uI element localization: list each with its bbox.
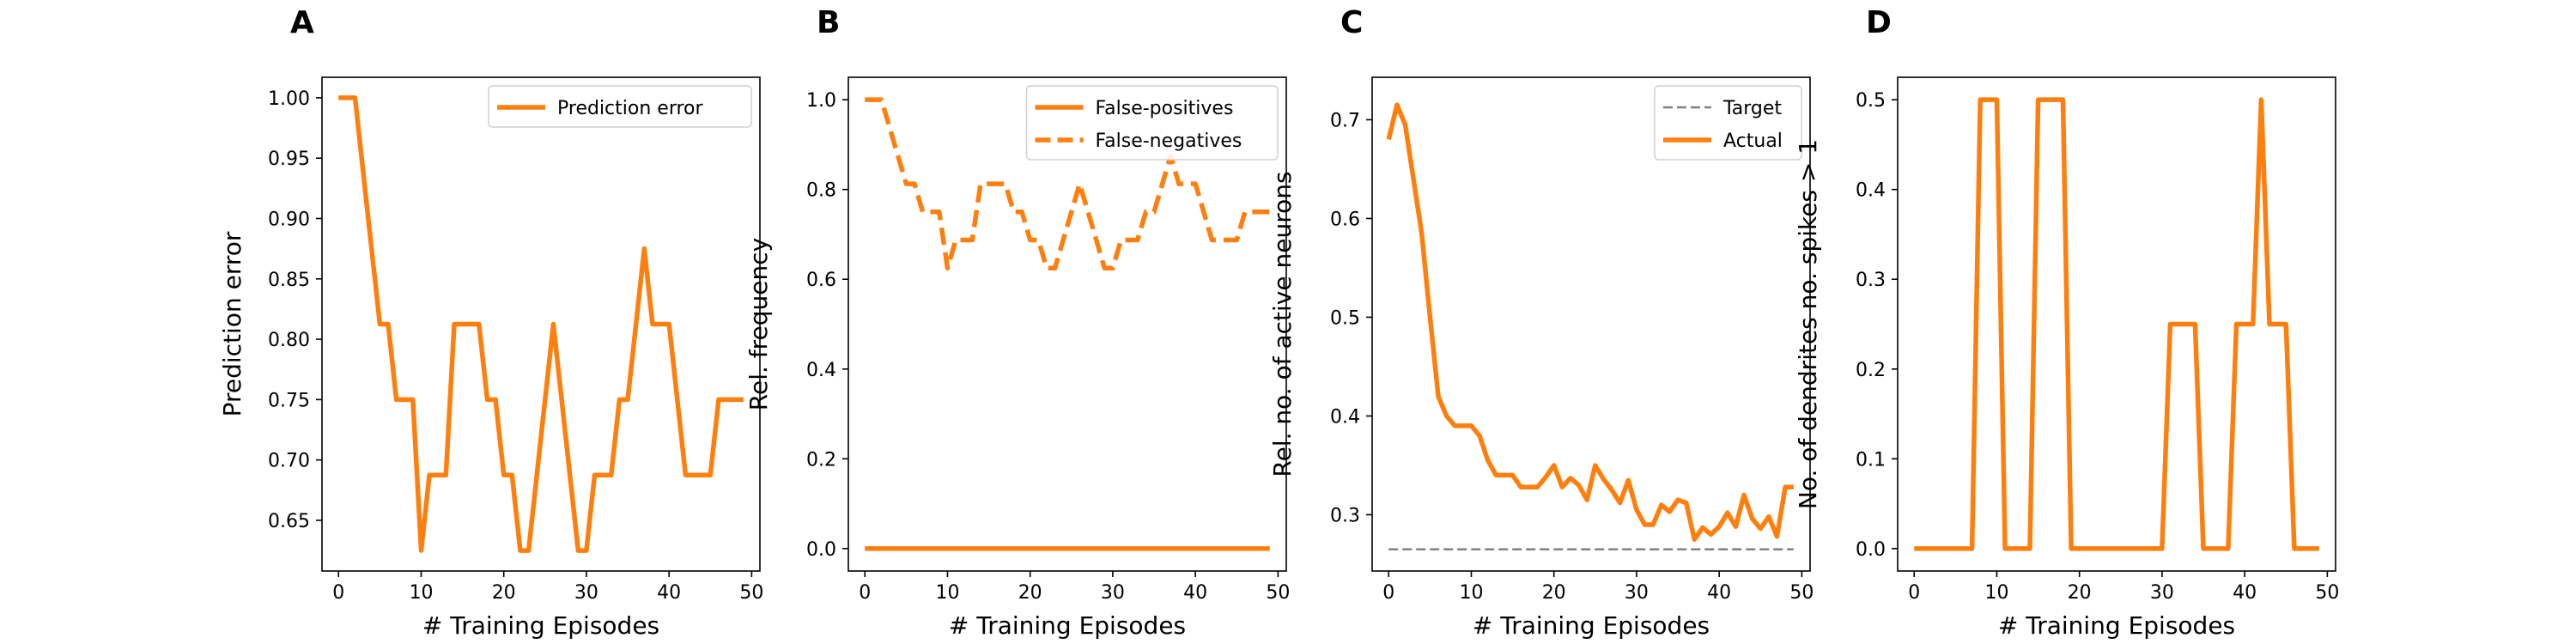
legend-label: Actual xyxy=(1723,131,1783,152)
legend-label: False-positives xyxy=(1096,98,1234,119)
y-tick-label: 0.0 xyxy=(1856,539,1886,561)
y-tick-label: 0.8 xyxy=(806,180,836,202)
panel-a: A 0 10 20 30 40 50 0.65 0.70 0.75 0.80 0.85 0.90 0.95… xyxy=(218,5,763,640)
y-tick-label: 1.0 xyxy=(806,90,836,112)
axes-frame xyxy=(848,76,1287,572)
panel-c: C 0 10 20 30 40 50 0.3 0.4 0.5 0.6 0.7 # Training Ep… xyxy=(1268,5,1814,640)
x-tick-label: 0 xyxy=(332,582,344,604)
x-axis-label: # Training Episodes xyxy=(1998,611,2235,640)
x-tick-label: 10 xyxy=(1984,582,2008,604)
y-tick-label: 0.85 xyxy=(268,270,310,291)
y-tick-label: 0.1 xyxy=(1856,449,1886,471)
x-tick-label: 30 xyxy=(2150,582,2174,604)
panel-letter: D xyxy=(1866,5,1892,40)
x-tick-label: 40 xyxy=(657,582,681,604)
x-tick-label: 20 xyxy=(1018,582,1042,604)
y-tick-label: 0.2 xyxy=(806,449,836,471)
y-tick-label: 0.5 xyxy=(1856,90,1886,112)
y-tick-label: 0.6 xyxy=(806,270,836,291)
y-axis-label: Prediction error xyxy=(218,231,246,416)
y-tick-label: 0.4 xyxy=(1856,180,1886,202)
x-tick-label: 40 xyxy=(1707,582,1731,604)
x-tick-label: 40 xyxy=(2233,582,2257,604)
y-tick-label: 0.3 xyxy=(1330,505,1360,526)
x-tick-label: 0 xyxy=(859,582,871,604)
axes-frame xyxy=(1897,76,2336,572)
x-tick-label: 30 xyxy=(574,582,598,604)
y-tick-label: 0.65 xyxy=(268,511,310,532)
x-tick-label: 30 xyxy=(1625,582,1649,604)
x-axis-label: # Training Episodes xyxy=(949,611,1186,640)
panel-d: D 0 10 20 30 40 50 0.0 0.1 0.2 0.3 0.4 0.5 # Training… xyxy=(1794,5,2339,640)
legend-box xyxy=(1025,85,1279,161)
x-tick-label: 40 xyxy=(1183,582,1207,604)
x-tick-label: 20 xyxy=(1542,582,1566,604)
y-axis-label: Rel. frequency xyxy=(744,238,773,410)
y-tick-label: 0.0 xyxy=(806,539,836,561)
panel-letter: A xyxy=(290,5,314,40)
x-tick-label: 50 xyxy=(1789,582,1814,604)
legend: False-positives False-negatives xyxy=(1025,85,1279,161)
legend-label: Prediction error xyxy=(557,98,703,119)
x-tick-label: 20 xyxy=(492,582,516,604)
y-tick-label: 0.7 xyxy=(1330,110,1360,131)
y-tick-label: 0.3 xyxy=(1856,270,1886,291)
panel-letter: C xyxy=(1340,5,1363,40)
y-tick-label: 0.5 xyxy=(1330,307,1360,329)
y-tick-label: 0.4 xyxy=(806,360,836,381)
series-line-prediction-error xyxy=(338,95,744,553)
y-tick-label: 0.90 xyxy=(268,209,310,230)
panel-letter: B xyxy=(817,5,840,40)
x-tick-label: 30 xyxy=(1101,582,1125,604)
legend: Prediction error xyxy=(488,85,752,128)
y-tick-label: 0.70 xyxy=(268,451,310,472)
x-tick-label: 10 xyxy=(409,582,433,604)
legend-label: False-negatives xyxy=(1096,131,1242,152)
x-tick-label: 0 xyxy=(1908,582,1920,604)
y-tick-label: 0.75 xyxy=(268,390,310,411)
series-line-false-negatives xyxy=(865,97,1270,270)
y-tick-label: 0.80 xyxy=(268,330,310,351)
x-tick-label: 50 xyxy=(1266,582,1290,604)
x-tick-label: 20 xyxy=(2068,582,2092,604)
panel-b: B 0 10 20 30 40 50 0.0 0.2 0.4 0.6 0.8 1.0 # Training… xyxy=(744,5,1290,640)
y-tick-label: 0.6 xyxy=(1330,209,1360,230)
y-axis-label: Rel. no. of active neurons xyxy=(1268,171,1297,477)
y-axis-label: No. of dendrites no. spikes > 1 xyxy=(1794,139,1822,509)
x-axis-label: # Training Episodes xyxy=(1473,611,1710,640)
x-tick-label: 10 xyxy=(935,582,959,604)
legend-label: Target xyxy=(1722,98,1782,119)
y-tick-label: 0.4 xyxy=(1330,406,1360,428)
axes-frame xyxy=(1371,76,1811,572)
series-line-main xyxy=(1914,97,2319,551)
x-axis-label: # Training Episodes xyxy=(422,611,659,640)
series-line-actual xyxy=(1386,102,1794,542)
y-tick-label: 1.00 xyxy=(268,88,310,110)
y-tick-label: 0.95 xyxy=(268,149,310,170)
legend: Target Actual xyxy=(1654,85,1802,161)
x-tick-label: 50 xyxy=(2315,582,2339,604)
axes-frame xyxy=(321,76,761,572)
x-tick-label: 10 xyxy=(1459,582,1483,604)
x-tick-label: 50 xyxy=(739,582,763,604)
legend-box xyxy=(488,85,752,128)
x-tick-label: 0 xyxy=(1382,582,1394,604)
y-tick-label: 0.2 xyxy=(1856,360,1886,381)
